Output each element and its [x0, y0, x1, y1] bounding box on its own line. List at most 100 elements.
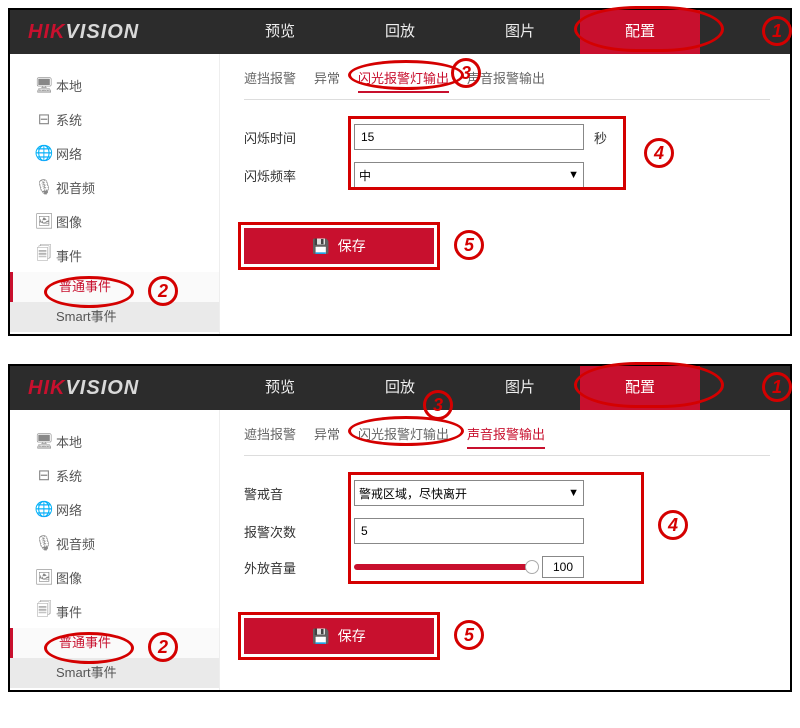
panel-audio-output: HIKVISION 预览 回放 图片 配置 1 🖥本地 ⊟系统 🌐网络 🎙视音频…	[8, 364, 792, 692]
sidebar-item-system[interactable]: ⊟系统	[10, 458, 219, 492]
sidebar-item-label: 系统	[56, 110, 82, 129]
top-nav: HIKVISION 预览 回放 图片 配置 1	[10, 10, 790, 54]
flash-time-input[interactable]	[354, 124, 584, 150]
content-area: 遮挡报警 异常 闪光报警灯输出 声音报警输出 3 警戒音 警戒区域，尽快离开 ▼	[220, 410, 790, 690]
brand-prefix: HIK	[28, 21, 65, 43]
volume-label: 外放音量	[244, 558, 354, 577]
sidebar-sub-label: 普通事件	[59, 279, 111, 294]
sidebar-item-network[interactable]: 🌐网络	[10, 136, 219, 170]
annotation-5: 5	[454, 230, 484, 260]
content-area: 遮挡报警 异常 闪光报警灯输出 声音报警输出 3 闪烁时间 秒	[220, 54, 790, 334]
sidebar-item-label: 网络	[56, 500, 82, 519]
nav-preview[interactable]: 预览	[220, 10, 340, 54]
volume-slider[interactable]	[354, 564, 532, 570]
nav-picture[interactable]: 图片	[460, 366, 580, 410]
subtab-tamper[interactable]: 遮挡报警	[244, 68, 296, 93]
save-icon: 💾	[312, 238, 329, 255]
subtab-tamper[interactable]: 遮挡报警	[244, 424, 296, 449]
sidebar-item-label: 图像	[56, 568, 82, 587]
sidebar-item-label: 图像	[56, 212, 82, 231]
select-value: 警戒区域，尽快离开	[359, 485, 467, 502]
nav-preview[interactable]: 预览	[220, 366, 340, 410]
nav-playback[interactable]: 回放	[340, 10, 460, 54]
count-input[interactable]	[354, 518, 584, 544]
subtab-exception[interactable]: 异常	[314, 68, 340, 93]
chevron-down-icon: ▼	[568, 169, 579, 181]
subtab-label: 闪光报警灯输出	[358, 427, 449, 442]
sidebar: 🖥本地 ⊟系统 🌐网络 🎙视音频 🖼图像 🗐事件 普通事件 Smart事件 2	[10, 410, 220, 690]
brand-prefix: HIK	[28, 377, 65, 399]
sidebar-item-av[interactable]: 🎙视音频	[10, 170, 219, 204]
nav-playback[interactable]: 回放	[340, 366, 460, 410]
save-button[interactable]: 💾 保存	[244, 228, 434, 264]
sidebar-item-label: 网络	[56, 144, 82, 163]
globe-icon: 🌐	[32, 500, 56, 518]
save-icon: 💾	[312, 628, 329, 645]
sidebar-item-network[interactable]: 🌐网络	[10, 492, 219, 526]
save-button[interactable]: 💾 保存	[244, 618, 434, 654]
subtab-exception[interactable]: 异常	[314, 424, 340, 449]
annotation-5: 5	[454, 620, 484, 650]
flash-freq-label: 闪烁频率	[244, 166, 354, 185]
event-icon: 🗐	[32, 243, 56, 268]
subtab-label: 声音报警输出	[467, 427, 545, 442]
sidebar-item-image[interactable]: 🖼图像	[10, 204, 219, 238]
globe-icon: 🌐	[32, 144, 56, 162]
event-icon: 🗐	[32, 599, 56, 624]
mic-icon: 🎙	[32, 534, 56, 552]
sidebar-item-label: 本地	[56, 432, 82, 451]
sidebar: 🖥本地 ⊟系统 🌐网络 🎙视音频 🖼图像 🗐事件 普通事件 Smart事件 2	[10, 54, 220, 334]
select-value: 中	[359, 167, 371, 184]
flash-time-label: 闪烁时间	[244, 128, 354, 147]
save-label: 保存	[338, 236, 366, 256]
save-label: 保存	[338, 626, 366, 646]
subtab-flash-output[interactable]: 闪光报警灯输出	[358, 424, 449, 449]
subtab-audio-output[interactable]: 声音报警输出	[467, 424, 545, 449]
mic-icon: 🎙	[32, 178, 56, 196]
top-nav: HIKVISION 预览 回放 图片 配置 1	[10, 366, 790, 410]
nav-config[interactable]: 配置	[580, 366, 700, 410]
brand-logo: HIKVISION	[10, 377, 220, 400]
sidebar-item-event[interactable]: 🗐事件	[10, 594, 219, 628]
sidebar-item-label: 系统	[56, 466, 82, 485]
system-icon: ⊟	[32, 466, 56, 484]
nav-picture[interactable]: 图片	[460, 10, 580, 54]
brand-suffix: VISION	[65, 21, 139, 43]
system-icon: ⊟	[32, 110, 56, 128]
sidebar-item-label: 本地	[56, 76, 82, 95]
subtab-audio-output[interactable]: 声音报警输出 3	[467, 68, 545, 93]
brand-suffix: VISION	[65, 377, 139, 399]
monitor-icon: 🖥	[32, 432, 56, 450]
nav-config[interactable]: 配置	[580, 10, 700, 54]
sidebar-item-image[interactable]: 🖼图像	[10, 560, 219, 594]
sidebar-item-local[interactable]: 🖥本地	[10, 68, 219, 102]
subtab-label: 声音报警输出	[467, 71, 545, 86]
sidebar-item-label: 事件	[56, 602, 82, 621]
subtab-flash-output[interactable]: 闪光报警灯输出	[358, 68, 449, 93]
monitor-icon: 🖥	[32, 76, 56, 94]
sidebar-item-label: 视音频	[56, 534, 95, 553]
sidebar-item-local[interactable]: 🖥本地	[10, 424, 219, 458]
flash-freq-select[interactable]: 中 ▼	[354, 162, 584, 188]
chevron-down-icon: ▼	[568, 487, 579, 499]
sidebar-sub-smart-event[interactable]: Smart事件	[10, 658, 219, 688]
sidebar-item-event[interactable]: 🗐事件	[10, 238, 219, 272]
sidebar-item-system[interactable]: ⊟系统	[10, 102, 219, 136]
count-label: 报警次数	[244, 522, 354, 541]
subtab-label: 闪光报警灯输出	[358, 71, 449, 86]
sidebar-item-label: 视音频	[56, 178, 95, 197]
sidebar-sub-normal-event[interactable]: 普通事件	[10, 628, 219, 658]
panel-flash-output: HIKVISION 预览 回放 图片 配置 1 🖥本地 ⊟系统 🌐网络 🎙视音频…	[8, 8, 792, 336]
sidebar-item-av[interactable]: 🎙视音频	[10, 526, 219, 560]
volume-value: 100	[542, 556, 584, 578]
image-icon: 🖼	[32, 568, 56, 586]
sound-select[interactable]: 警戒区域，尽快离开 ▼	[354, 480, 584, 506]
sidebar-sub-normal-event[interactable]: 普通事件	[10, 272, 219, 302]
sidebar-sub-label: 普通事件	[59, 635, 111, 650]
image-icon: 🖼	[32, 212, 56, 230]
sidebar-item-label: 事件	[56, 246, 82, 265]
brand-logo: HIKVISION	[10, 21, 220, 44]
sidebar-sub-smart-event[interactable]: Smart事件	[10, 302, 219, 332]
slider-thumb[interactable]	[525, 560, 539, 574]
sound-label: 警戒音	[244, 484, 354, 503]
